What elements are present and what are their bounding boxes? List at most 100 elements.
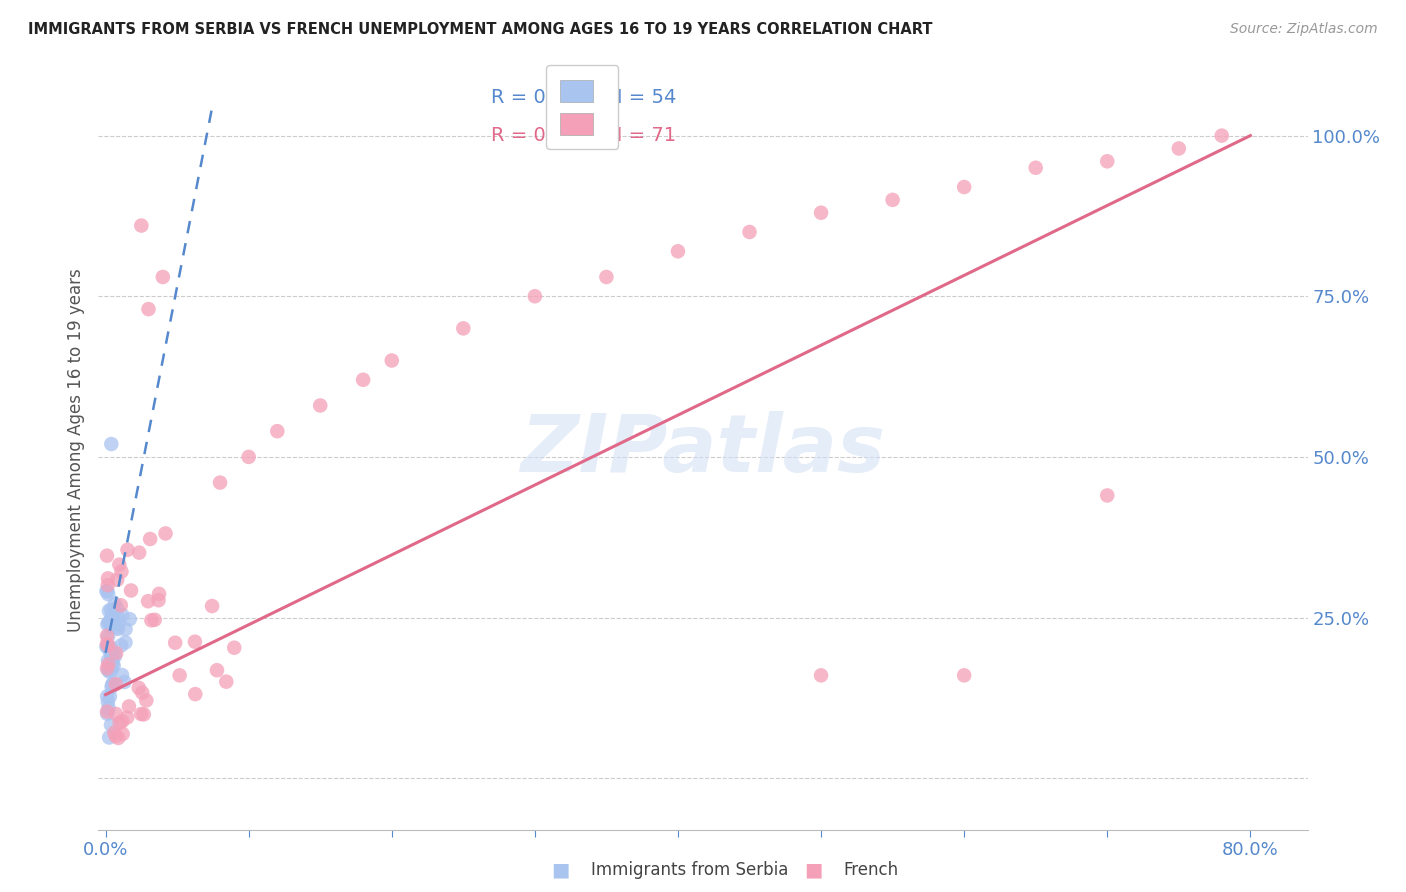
Point <box>104 597 127 611</box>
Point <box>114 622 136 636</box>
Point <box>224 640 246 655</box>
Point <box>110 599 132 613</box>
Text: French: French <box>844 861 898 879</box>
Point <box>103 602 125 616</box>
Point <box>97 695 120 709</box>
Point <box>101 609 124 624</box>
Point <box>97 657 120 672</box>
Y-axis label: Unemployment Among Ages 16 to 19 years: Unemployment Among Ages 16 to 19 years <box>66 268 84 632</box>
Point <box>100 663 122 677</box>
Point <box>738 225 761 239</box>
Point <box>101 651 124 665</box>
Point <box>96 584 118 599</box>
Point <box>132 707 155 722</box>
Text: Source: ZipAtlas.com: Source: ZipAtlas.com <box>1230 22 1378 37</box>
Point <box>100 718 122 732</box>
Point <box>96 706 118 721</box>
Point <box>953 180 976 194</box>
Point <box>98 661 121 675</box>
Point <box>98 644 121 658</box>
Point <box>98 731 121 745</box>
Point <box>104 649 127 664</box>
Point <box>96 661 118 675</box>
Point <box>1097 488 1119 502</box>
Point <box>105 601 128 615</box>
Point <box>96 637 118 651</box>
Point <box>953 668 976 682</box>
Point <box>100 644 122 658</box>
Point <box>97 638 120 652</box>
Point <box>209 475 232 490</box>
Point <box>105 620 128 634</box>
Point <box>97 604 120 618</box>
Point <box>131 219 153 233</box>
Point <box>453 321 475 335</box>
Point <box>201 599 224 613</box>
Point <box>96 640 118 654</box>
Point <box>101 611 124 625</box>
Point <box>97 578 120 592</box>
Point <box>100 680 122 694</box>
Point <box>96 629 118 643</box>
Point <box>100 437 122 451</box>
Point <box>100 620 122 634</box>
Point <box>148 587 170 601</box>
Point <box>135 693 157 707</box>
Text: ■: ■ <box>804 860 823 880</box>
Point <box>810 205 832 219</box>
Point <box>97 615 120 630</box>
Point <box>104 729 127 743</box>
Point <box>1211 128 1233 143</box>
Point <box>100 647 122 661</box>
Point <box>96 549 118 563</box>
Point <box>155 526 177 541</box>
Point <box>97 663 120 677</box>
Point <box>98 615 121 629</box>
Point <box>107 622 129 636</box>
Point <box>184 634 207 648</box>
Point <box>96 584 118 599</box>
Point <box>666 244 689 259</box>
Point <box>111 608 134 623</box>
Point <box>103 726 125 740</box>
Point <box>238 450 260 464</box>
Point <box>112 675 135 690</box>
Point <box>97 571 120 585</box>
Point <box>107 616 129 631</box>
Point <box>148 593 170 607</box>
Point <box>100 603 122 617</box>
Point <box>381 353 404 368</box>
Point <box>97 654 120 668</box>
Point <box>118 699 141 714</box>
Point <box>98 690 121 704</box>
Point <box>117 542 139 557</box>
Point <box>165 636 187 650</box>
Legend: , : , <box>546 65 619 149</box>
Point <box>101 677 124 691</box>
Point <box>97 701 120 715</box>
Point <box>108 558 131 572</box>
Point <box>110 565 132 579</box>
Point <box>108 715 131 730</box>
Point <box>1167 141 1189 155</box>
Point <box>139 532 162 546</box>
Point <box>98 665 121 679</box>
Point <box>97 587 120 601</box>
Point <box>143 613 166 627</box>
Point <box>352 373 374 387</box>
Point <box>152 270 174 285</box>
Point <box>100 648 122 662</box>
Point <box>184 687 207 701</box>
Point <box>205 663 228 677</box>
Point <box>100 612 122 626</box>
Text: IMMIGRANTS FROM SERBIA VS FRENCH UNEMPLOYMENT AMONG AGES 16 TO 19 YEARS CORRELAT: IMMIGRANTS FROM SERBIA VS FRENCH UNEMPLO… <box>28 22 932 37</box>
Point <box>118 612 141 626</box>
Point <box>107 731 129 745</box>
Point <box>96 640 118 654</box>
Point <box>105 706 128 721</box>
Text: R = 0.254   N = 54: R = 0.254 N = 54 <box>492 88 676 107</box>
Point <box>105 573 128 587</box>
Point <box>101 677 124 691</box>
Point <box>111 668 134 682</box>
Point <box>215 674 238 689</box>
